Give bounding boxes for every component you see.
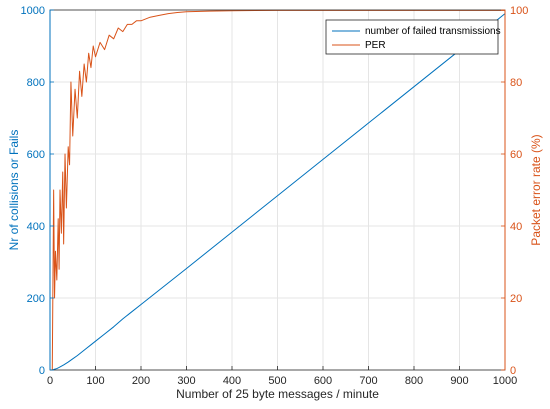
grid bbox=[50, 10, 505, 370]
x-axis-label: Number of 25 byte messages / minute bbox=[176, 387, 379, 401]
x-tick-label: 1000 bbox=[493, 375, 517, 387]
left-y-tick-label: 0 bbox=[39, 365, 45, 377]
right-y-tick-label: 60 bbox=[510, 149, 522, 161]
x-tick-label: 400 bbox=[223, 375, 241, 387]
left-y-tick-label: 600 bbox=[27, 149, 45, 161]
left-y-tick-label: 400 bbox=[27, 221, 45, 233]
x-tick-label: 700 bbox=[359, 375, 377, 387]
x-tick-label: 800 bbox=[405, 375, 423, 387]
series-line-failed-transmissions bbox=[50, 13, 506, 371]
legend-box bbox=[325, 19, 499, 55]
right-y-tick-label: 0 bbox=[510, 365, 516, 377]
axis-ticks: 0 100 200 300 400 500 600 700 800 900 100002004006… bbox=[21, 5, 529, 387]
left-y-tick-label: 800 bbox=[27, 77, 45, 89]
x-tick-label: 200 bbox=[132, 375, 150, 387]
left-y-tick-label: 1000 bbox=[21, 5, 45, 17]
x-tick-label: 500 bbox=[268, 375, 286, 387]
left-y-axis-label: Nr of collisions or Fails bbox=[7, 130, 21, 251]
right-y-tick-label: 20 bbox=[510, 293, 522, 305]
series-lines bbox=[50, 9, 506, 371]
x-tick-label: 600 bbox=[314, 375, 332, 387]
legend-label-per: PER bbox=[365, 40, 386, 51]
right-y-tick-label: 40 bbox=[510, 221, 522, 233]
right-y-tick-label: 80 bbox=[510, 77, 522, 89]
right-y-tick-label: 100 bbox=[510, 5, 528, 17]
x-tick-label: 300 bbox=[177, 375, 195, 387]
x-tick-label: 100 bbox=[86, 375, 104, 387]
legend-label-failed: number of failed transmissions bbox=[365, 26, 501, 37]
x-tick-label: 900 bbox=[450, 375, 468, 387]
left-y-tick-label: 200 bbox=[27, 293, 45, 305]
legend: number of failed transmissions PER bbox=[325, 19, 501, 55]
right-y-axis-label: Packet error rate (%) bbox=[529, 134, 543, 245]
series-line-per bbox=[50, 9, 505, 371]
x-tick-label: 0 bbox=[47, 375, 53, 387]
